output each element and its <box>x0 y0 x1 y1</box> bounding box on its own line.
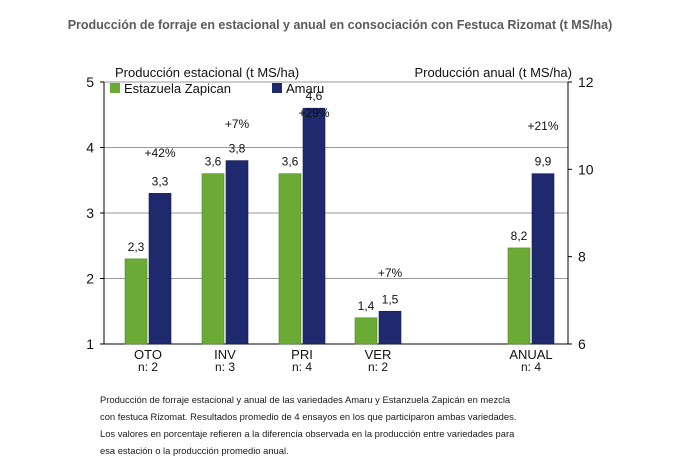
left-tick-label: 3 <box>86 205 94 221</box>
n-label: n: 2 <box>138 360 158 374</box>
left-tick-label: 1 <box>86 336 94 352</box>
right-tick-label: 8 <box>578 249 586 265</box>
n-label: n: 4 <box>292 360 312 374</box>
difference-label: +29% <box>298 106 329 120</box>
x-tick-label: PRI <box>291 347 313 362</box>
caption-line: Los valores en porcentaje refieren a la … <box>100 428 515 439</box>
data-label: 1,4 <box>358 299 375 313</box>
bar-zapican <box>124 258 148 345</box>
right-tick-label: 6 <box>578 336 586 352</box>
right-tick-label: 10 <box>578 161 594 177</box>
bar-amaru <box>225 160 249 345</box>
bar-amaru <box>302 107 326 345</box>
figure-caption: Producción de forraje estacional y anual… <box>100 391 580 459</box>
chart-title: Producción de forraje en estacional y an… <box>67 18 613 32</box>
difference-label: +21% <box>527 119 558 133</box>
data-label: 1,5 <box>382 292 399 306</box>
right-tick-label: 12 <box>578 74 594 90</box>
data-label: 8,2 <box>511 229 528 243</box>
x-tick-label: OTO <box>134 347 162 362</box>
n-label: n: 4 <box>521 360 541 374</box>
left-tick-label: 2 <box>86 271 94 287</box>
data-label: 4,6 <box>306 89 323 103</box>
data-label: 3,8 <box>229 142 246 156</box>
caption-line: Producción de forraje estacional y anual… <box>100 394 511 405</box>
data-label: 9,9 <box>535 155 552 169</box>
bar-amaru <box>148 193 172 345</box>
bar-amaru <box>378 310 402 345</box>
n-label: n: 2 <box>368 360 388 374</box>
data-label: 3,6 <box>205 155 222 169</box>
left-tick-label: 4 <box>86 140 94 156</box>
bar-zapican <box>278 173 302 345</box>
left-tick-label: 5 <box>86 74 94 90</box>
x-tick-label: VER <box>365 347 392 362</box>
legend-label-amaru: Amaru <box>286 81 324 96</box>
left-axis-title: Producción estacional (t MS/ha) <box>115 65 299 80</box>
x-tick-label: ANUAL <box>509 347 552 362</box>
difference-label: +7% <box>225 117 250 131</box>
difference-label: +7% <box>378 266 403 280</box>
bar-zapican <box>354 317 378 345</box>
caption-line: con festuca Rizomat. Resultados promedio… <box>100 411 517 422</box>
caption-line: esa estación o la producción promedio an… <box>100 445 289 456</box>
bar-zapican <box>507 247 531 345</box>
legend-swatch-amaru <box>272 83 282 93</box>
n-label: n: 3 <box>215 360 235 374</box>
bar-amaru <box>531 173 555 345</box>
difference-label: +42% <box>144 146 175 160</box>
x-tick-label: INV <box>214 347 236 362</box>
legend-label-zapican: Estazuela Zapican <box>124 81 231 96</box>
data-label: 3,3 <box>152 174 169 188</box>
data-label: 2,3 <box>128 240 145 254</box>
right-axis-title: Producción anual (t MS/ha) <box>414 65 572 80</box>
data-label: 3,6 <box>282 155 299 169</box>
bar-zapican <box>201 173 225 345</box>
legend-swatch-zapican <box>110 83 120 93</box>
